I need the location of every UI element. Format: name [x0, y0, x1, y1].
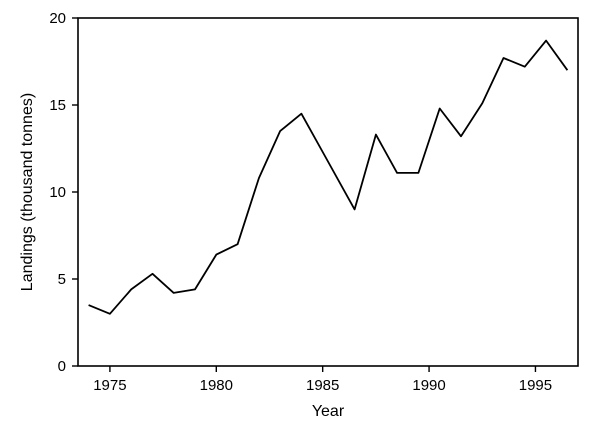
y-axis-label: Landings (thousand tonnes) — [19, 93, 36, 291]
y-tick-label: 15 — [49, 97, 66, 114]
axis-ticks: 0 5 10 15 20 1975 1980 1985 1990 1995 — [49, 10, 552, 394]
plot-frame — [77, 17, 579, 367]
x-tick-label: 1985 — [306, 377, 339, 394]
x-tick-label: 1980 — [200, 377, 233, 394]
x-tick-label: 1995 — [519, 377, 552, 394]
y-tick-label: 0 — [58, 358, 66, 375]
series-line-0 — [88, 39, 569, 315]
y-tick-label: 20 — [49, 10, 66, 27]
x-axis-label: Year — [312, 403, 345, 420]
series-group — [88, 39, 569, 315]
x-tick-label: 1990 — [412, 377, 445, 394]
x-tick-label: 1975 — [93, 377, 126, 394]
y-tick-label: 10 — [49, 184, 66, 201]
y-tick-label: 5 — [58, 271, 66, 288]
axes — [77, 17, 579, 367]
